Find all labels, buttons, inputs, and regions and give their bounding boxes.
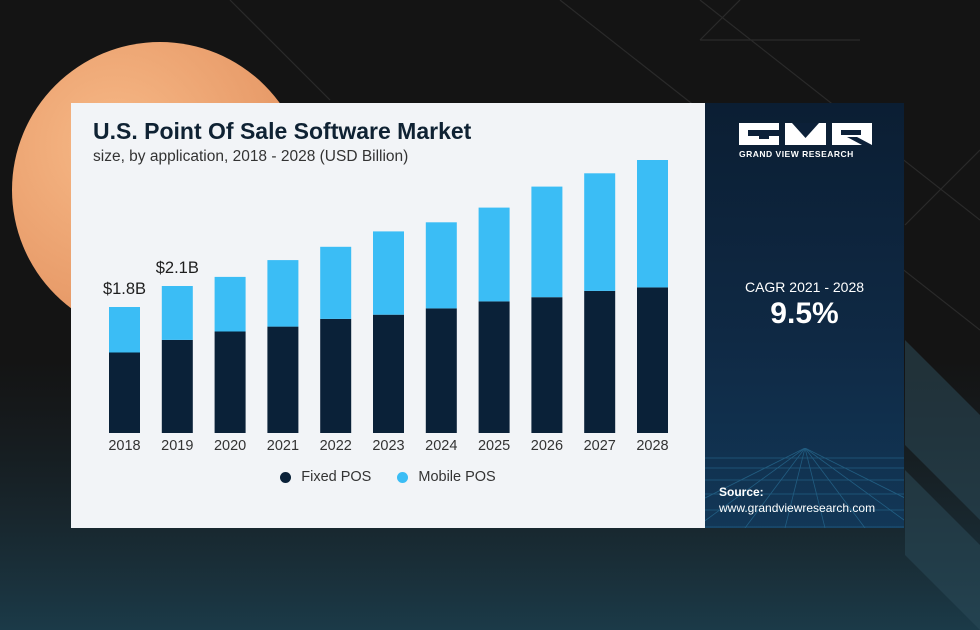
info-panel: GRAND VIEW RESEARCH CAGR 2021 - 2028 9.5… (705, 103, 904, 528)
bar-mobile-pos-2018 (109, 307, 140, 353)
cagr-label: CAGR 2021 - 2028 (744, 279, 865, 295)
bar-fixed-pos-2018 (109, 352, 140, 433)
bar-fixed-pos-2020 (214, 331, 246, 433)
bar-fixed-pos-2021 (267, 326, 299, 433)
stacked-bar-chart: 2018 2019 2020 2021 2022 2023 2024 2025 2026 2027… (103, 160, 669, 454)
data-label-2018: $1.8B (103, 280, 146, 298)
legend-swatch-fixed-pos (280, 471, 292, 483)
cagr-value: 9.5% (770, 297, 839, 330)
chart-legend: Fixed POS Mobile POS (71, 469, 705, 485)
bar-fixed-pos-2022 (320, 318, 352, 433)
bar-mobile-pos-2022 (320, 246, 352, 319)
chart-subtitle: size, by application, 2018 - 2028 (USD B… (93, 148, 409, 165)
source-url: www.grandviewresearch.com (719, 501, 876, 515)
x-tick-label-2028: 2028 (636, 438, 668, 454)
bar-fixed-pos-2019 (161, 339, 193, 433)
x-tick-label-2026: 2026 (531, 438, 563, 454)
legend-item-fixed-pos: Fixed POS (280, 469, 371, 485)
bar-fixed-pos-2027 (584, 290, 616, 433)
chart-card: U.S. Point Of Sale Software Market size,… (71, 103, 705, 528)
x-tick-label-2023: 2023 (372, 438, 404, 454)
x-tick-label-2019: 2019 (161, 438, 193, 454)
x-tick-label-2020: 2020 (214, 438, 246, 454)
x-tick-label-2025: 2025 (478, 438, 510, 454)
bar-mobile-pos-2027 (584, 173, 616, 291)
x-tick-label-2021: 2021 (267, 438, 299, 454)
bar-mobile-pos-2019 (161, 286, 193, 340)
chart-title: U.S. Point Of Sale Software Market (93, 118, 472, 144)
bar-fixed-pos-2025 (478, 301, 510, 433)
bar-mobile-pos-2021 (267, 260, 299, 327)
bar-mobile-pos-2020 (214, 276, 246, 332)
legend-label-mobile-pos: Mobile POS (418, 469, 496, 485)
bar-mobile-pos-2023 (373, 231, 404, 315)
x-tick-label-2024: 2024 (425, 438, 457, 454)
bar-fixed-pos-2024 (425, 308, 457, 433)
legend-swatch-mobile-pos (397, 471, 409, 483)
gvr-logo-icon (739, 123, 872, 145)
x-tick-label-2018: 2018 (108, 438, 140, 454)
legend-item-mobile-pos: Mobile POS (397, 469, 496, 485)
data-label-2019: $2.1B (156, 259, 199, 277)
source-label: Source: (719, 485, 764, 499)
bar-fixed-pos-2023 (373, 314, 404, 433)
grand-view-research-logo: GRAND VIEW RESEARCH (739, 123, 874, 159)
bar-mobile-pos-2024 (425, 222, 457, 309)
bar-fixed-pos-2028 (637, 287, 668, 433)
bar-fixed-pos-2026 (531, 297, 563, 433)
legend-label-fixed-pos: Fixed POS (301, 469, 372, 485)
grid-floor-decoration (705, 448, 904, 528)
bar-mobile-pos-2025 (478, 207, 510, 302)
x-tick-label-2027: 2027 (584, 438, 616, 454)
bar-mobile-pos-2028 (637, 160, 668, 288)
brand-name: GRAND VIEW RESEARCH (739, 149, 854, 159)
bar-mobile-pos-2026 (531, 186, 563, 298)
x-tick-label-2022: 2022 (320, 438, 352, 454)
